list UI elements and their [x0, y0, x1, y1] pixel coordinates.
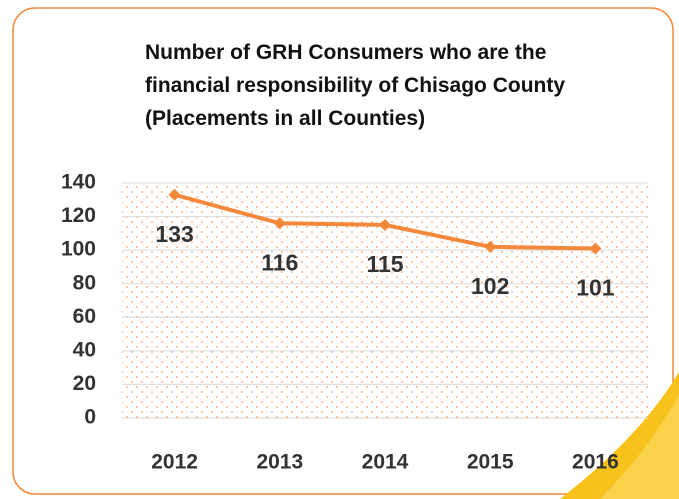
decoration — [560, 372, 679, 499]
point — [589, 242, 602, 255]
x-tick-label: 2016 — [572, 451, 619, 474]
y-tick-label: 40 — [73, 338, 96, 361]
y-tick-label: 20 — [73, 372, 96, 395]
point — [273, 217, 286, 230]
point — [168, 188, 181, 201]
chart-title: Number of GRH Consumers who are the fina… — [145, 41, 566, 130]
data-label: 101 — [576, 275, 615, 301]
y-tick-label: 140 — [61, 171, 96, 194]
data-label: 102 — [471, 273, 509, 299]
data-label: 115 — [366, 251, 403, 277]
data-label: 116 — [261, 249, 298, 275]
plot-area — [122, 183, 648, 418]
x-tick-label: 2012 — [151, 451, 198, 474]
y-tick-label: 120 — [61, 204, 96, 227]
y-tick-label: 100 — [61, 238, 96, 261]
y-tick-label: 0 — [84, 406, 96, 429]
y-tick-label: 80 — [73, 271, 96, 294]
decoration — [600, 395, 679, 499]
point — [379, 218, 391, 231]
data-label: 133 — [155, 221, 193, 247]
y-tick-label: 60 — [73, 305, 96, 328]
point — [484, 240, 497, 253]
x-tick-label: 2014 — [362, 451, 409, 474]
x-tick-label: 2013 — [256, 451, 303, 474]
x-tick-label: 2015 — [467, 451, 514, 474]
